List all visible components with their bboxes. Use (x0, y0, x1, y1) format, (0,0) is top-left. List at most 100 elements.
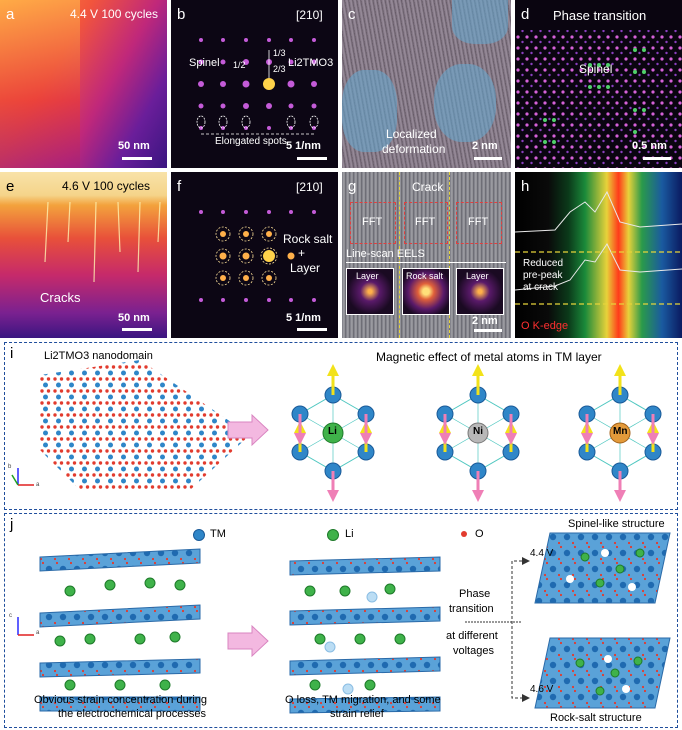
spinel-li (580, 548, 645, 588)
panel-f-scalebar (297, 328, 327, 331)
panel-c-deform-region-2 (434, 64, 496, 142)
rocksalt-li (575, 656, 643, 696)
section-j-axis-c: c (9, 613, 12, 619)
panel-c-scale-label: 2 nm (472, 140, 498, 152)
panel-b-scalebar (297, 157, 327, 160)
relaxed-slabs (289, 556, 441, 714)
panel-b-label: b (177, 6, 186, 23)
center-li-atom (322, 422, 344, 444)
panel-f-scale-label: 5 1/nm (286, 312, 321, 324)
panel-h: h Reduced pre-peak at crack O K-edge (515, 172, 682, 338)
panel-f-label: f (177, 178, 182, 195)
panel-a-scale-label: 50 nm (118, 140, 150, 152)
panel-b: b [210] Spinel Li2TMO3 1/2 1/3 2/3 Elong… (171, 0, 338, 168)
section-i-nanodomain: Li2TMO3 nanodomain (44, 350, 153, 362)
li-between-left (54, 577, 186, 691)
panel-g-fft-2: FFT (415, 216, 436, 228)
rocksalt-structure-label: Rock-salt structure (550, 712, 642, 724)
section-i-magnetic-title: Magnetic effect of metal atoms in TM lay… (376, 350, 602, 364)
spinel-vacancies (566, 549, 636, 591)
panel-e-cracks (44, 201, 161, 283)
branch-arrow (511, 560, 522, 699)
section-i-label: i (10, 345, 14, 362)
phase-text-4: voltages (453, 645, 494, 657)
panel-f-zone: [210] (296, 180, 323, 194)
section-i-axis-b: b (8, 464, 12, 470)
voltage-46: 4.6 V (530, 684, 554, 695)
panel-g-inset-rocksalt: Rock salt (406, 271, 444, 281)
process-arrow (227, 624, 269, 658)
panel-d-scalebar (643, 157, 671, 160)
panel-e-scale-label: 50 nm (118, 312, 150, 324)
panel-g-fft-box-3 (456, 202, 502, 244)
spin-down-heads (294, 433, 659, 502)
legend-li-dot (327, 529, 339, 541)
section-j-axis-a: a (36, 630, 40, 636)
panel-h-reduced-1: Reduced (523, 258, 564, 269)
panel-h-label: h (521, 178, 530, 195)
panel-d-scale-label: 0.5 nm (632, 140, 667, 152)
section-i-frame (4, 342, 678, 510)
center-ni-atom (467, 422, 489, 444)
migrating-tm (324, 591, 378, 695)
panel-d: d Phase transition Spinel 0.5 nm (515, 0, 682, 168)
panel-f-layer: Layer (290, 261, 321, 275)
center-ni-label: Ni (473, 426, 483, 437)
panel-g-linescan-arrow (346, 262, 506, 263)
panel-h-reduced-2: pre-peak (523, 270, 563, 281)
branch-arrow-head-top (522, 557, 530, 565)
panel-b-zone: [210] (296, 8, 323, 22)
center-li-label: Li (328, 426, 337, 437)
rocksalt-vacancies (604, 655, 630, 693)
caption-mid-2: strain relief (330, 708, 384, 720)
panel-c: c Localized deformation 2 nm (342, 0, 511, 168)
panel-b-scale-label: 5 1/nm (286, 140, 321, 152)
section-j-frame (4, 513, 678, 728)
panel-e-cracks-label: Cracks (40, 290, 81, 305)
panel-g-crack: Crack (412, 180, 444, 194)
nanodomain-lattice (40, 360, 250, 490)
panel-g-crack-line-1 (399, 172, 400, 338)
panel-f-rocksalt: Rock salt (283, 232, 333, 246)
spinel-like-label: Spinel-like structure (568, 518, 665, 530)
voltage-44: 4.4 V (530, 548, 554, 559)
panel-b-half: 1/2 (233, 60, 246, 70)
panel-g-inset-layer-3: Layer (466, 271, 489, 281)
strained-slabs (39, 548, 201, 712)
panel-d-lattice (515, 30, 682, 168)
panel-d-spinel: Spinel (579, 62, 613, 76)
panel-c-deform-region-1 (342, 70, 397, 152)
panel-e-title: 4.6 V 100 cycles (62, 179, 151, 193)
transition-arrow (227, 413, 269, 447)
spin-up-heads (294, 364, 659, 433)
panel-g-fft-box-2 (404, 202, 448, 244)
panel-g-inset-2 (402, 268, 450, 315)
panel-f-plus: + (298, 246, 306, 260)
panel-a-flake (0, 0, 80, 168)
panel-g-linescan: Line-scan EELS (346, 248, 425, 260)
caption-left-2: the electrochemical processes (58, 708, 206, 720)
panel-g-inset-layer-1: Layer (356, 271, 379, 281)
panel-g-fft-1: FFT (362, 216, 383, 228)
section-j-axes (17, 617, 34, 636)
section-i-axis-a: a (36, 482, 40, 488)
section-j-diagram (17, 532, 671, 714)
panel-a-title: 4.4 V 100 cycles (70, 7, 159, 21)
panel-g-label: g (348, 178, 357, 195)
panel-d-label: d (521, 6, 530, 23)
section-j-label: j (10, 516, 14, 533)
legend-li: Li (345, 528, 354, 540)
panel-g-scale-label: 2 nm (472, 315, 498, 327)
section-i-diagram (11, 360, 662, 502)
panel-b-two-third: 2/3 (273, 64, 286, 74)
center-mn-label: Mn (613, 426, 628, 437)
panel-e-label: e (6, 178, 15, 195)
panel-c-deform-region-3 (452, 0, 508, 44)
panel-h-reduced-3: at crack (523, 282, 559, 293)
panel-g: FFT FFT FFT Line-scan EELS g Crack Layer… (342, 172, 511, 338)
panel-c-deform-text-2: deformation (382, 142, 446, 156)
panel-b-third: 1/3 (273, 48, 286, 58)
phase-text-2: transition (449, 603, 494, 615)
panel-g-fft-3: FFT (468, 216, 489, 228)
center-mn-atom (609, 422, 631, 444)
